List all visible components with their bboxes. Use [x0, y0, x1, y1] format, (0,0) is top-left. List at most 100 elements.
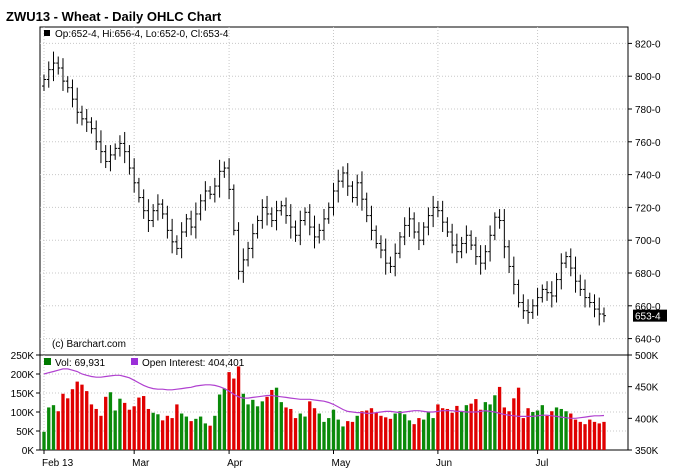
date-tick-label: Feb 13	[42, 458, 74, 469]
price-tick-label: 680-0	[635, 269, 661, 280]
ohlc-bar	[388, 256, 393, 273]
ohlc-bar	[478, 245, 483, 275]
ohlc-bar	[578, 274, 583, 296]
ohlc-bar	[326, 202, 331, 224]
volume-bar	[75, 381, 79, 450]
ohlc-bar	[435, 200, 440, 218]
ohlc-bar	[75, 87, 80, 124]
date-axis: Feb 13 Mar Apr May Jun Jul	[42, 450, 548, 469]
ohlc-bar	[179, 222, 184, 259]
ohlc-bar	[151, 204, 156, 228]
ohlc-bar	[521, 294, 526, 319]
ohlc-bar	[288, 204, 293, 239]
volume-bar	[42, 431, 46, 450]
ohlc-bar	[564, 251, 569, 269]
ohlc-bar	[559, 253, 564, 290]
volume-bar	[327, 418, 331, 450]
price-tick-label: 800-0	[635, 72, 661, 83]
volume-bar	[317, 413, 321, 450]
volume-bars	[42, 366, 606, 450]
svg-text:653-4: 653-4	[635, 312, 661, 323]
ohlc-bar	[407, 207, 412, 237]
ohlc-bar	[345, 163, 350, 196]
ohlc-bar	[217, 159, 222, 198]
ohlc-bar	[383, 238, 388, 275]
volume-bar	[127, 409, 132, 450]
volume-bar	[592, 421, 597, 450]
ohlc-bar	[46, 61, 51, 88]
ohlc-bar	[421, 222, 426, 246]
volume-bar	[459, 411, 464, 450]
volume-bar	[61, 393, 65, 450]
ohlc-bar	[322, 209, 326, 241]
open-interest-legend-swatch	[131, 358, 138, 365]
volume-bar	[365, 410, 369, 450]
volume-bar	[559, 408, 563, 450]
ohlc-bar	[141, 189, 146, 219]
ohlc-bar	[364, 192, 369, 223]
volume-bar	[407, 420, 412, 450]
volume-bar	[583, 424, 587, 450]
ohlc-bar	[445, 217, 450, 237]
volume-bar	[346, 421, 350, 450]
volume-bar	[222, 388, 226, 450]
ohlc-bar	[246, 241, 251, 267]
ohlc-bar	[492, 212, 497, 241]
volume-bar	[502, 407, 506, 450]
volume-tick-label: 150K	[11, 389, 35, 400]
ohlc-bar	[241, 248, 246, 283]
volume-bar	[336, 419, 340, 450]
volume-bar	[260, 401, 264, 450]
ohlc-bar	[165, 205, 170, 239]
volume-tick-label: 50K	[16, 427, 34, 438]
volume-bar	[170, 418, 174, 450]
volume-bar	[255, 406, 260, 450]
ohlc-bar	[284, 197, 289, 224]
volume-bar	[137, 397, 141, 450]
volume-bar	[403, 414, 407, 450]
ohlc-bar	[127, 145, 132, 175]
ohlc-bar	[378, 235, 383, 259]
volume-bar	[573, 419, 578, 450]
ohlc-bar	[597, 297, 602, 326]
ohlc-bar	[397, 232, 402, 259]
volume-bar	[379, 415, 383, 450]
ohlc-bar	[79, 105, 84, 126]
volume-bar	[217, 394, 222, 450]
volume-bar	[270, 389, 274, 450]
ohlc-bar	[350, 181, 355, 203]
legend-marker	[44, 30, 50, 36]
volume-bar	[241, 393, 245, 450]
ohlc-bar	[331, 182, 336, 216]
volume-bar	[232, 378, 236, 450]
volume-bar	[597, 423, 601, 450]
ohlc-bar	[573, 256, 578, 293]
volume-bar	[540, 405, 544, 450]
ohlc-bar	[336, 169, 341, 203]
volume-bar	[132, 406, 136, 450]
ohlc-bar	[51, 51, 56, 82]
volume-tick-label: 250K	[11, 351, 35, 362]
ohlc-bar	[393, 243, 398, 277]
ohlc-bar	[89, 117, 94, 134]
volume-bar	[436, 404, 440, 450]
volume-bar	[554, 407, 559, 450]
volume-bar	[526, 408, 530, 450]
ohlc-bar	[227, 158, 232, 200]
ohlc-bar	[374, 225, 379, 249]
volume-bar	[189, 421, 193, 450]
ohlc-bar	[464, 225, 469, 254]
volume-bar	[213, 415, 217, 450]
volume-bar	[284, 407, 288, 450]
ohlc-bar	[402, 217, 407, 246]
ohlc-bar	[317, 223, 322, 244]
ohlc-bar	[250, 223, 255, 259]
ohlc-bar	[108, 145, 113, 172]
volume-bar	[369, 408, 374, 450]
ohlc-bar	[502, 209, 507, 259]
volume-bar	[208, 425, 212, 450]
ohlc-bar	[98, 130, 103, 164]
volume-bar	[398, 411, 402, 450]
volume-bar	[236, 366, 241, 450]
ohlc-bar	[440, 200, 445, 232]
